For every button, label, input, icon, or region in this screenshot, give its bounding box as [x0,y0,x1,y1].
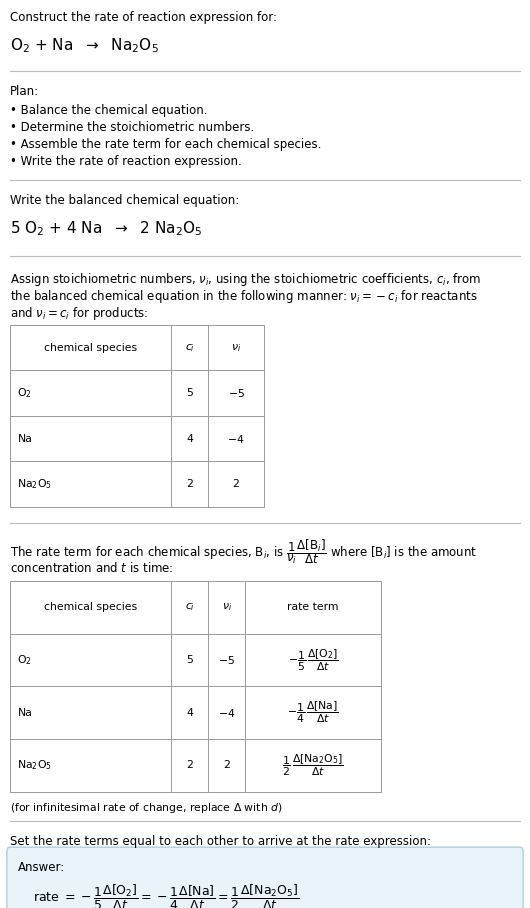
Text: the balanced chemical equation in the following manner: $\nu_i = -c_i$ for react: the balanced chemical equation in the fo… [10,288,477,305]
Text: 4: 4 [187,433,193,444]
Text: $\mathrm{Na_2O_5}$: $\mathrm{Na_2O_5}$ [17,758,52,773]
Text: Construct the rate of reaction expression for:: Construct the rate of reaction expressio… [10,11,277,24]
Text: • Balance the chemical equation.: • Balance the chemical equation. [10,104,207,116]
Text: 2: 2 [224,760,230,771]
FancyBboxPatch shape [7,847,523,908]
Text: Answer:: Answer: [17,861,65,873]
Text: and $\nu_i = c_i$ for products:: and $\nu_i = c_i$ for products: [10,305,148,322]
Text: 5 $\mathrm{O_2}$ + 4 Na  $\rightarrow$  2 $\mathrm{Na_2O_5}$: 5 $\mathrm{O_2}$ + 4 Na $\rightarrow$ 2 … [10,220,202,239]
Bar [10,325,264,507]
Text: (for infinitesimal rate of change, replace $\Delta$ with $d$): (for infinitesimal rate of change, repla… [10,801,282,814]
Text: $\mathrm{O_2}$: $\mathrm{O_2}$ [17,386,32,400]
Text: Set the rate terms equal to each other to arrive at the rate expression:: Set the rate terms equal to each other t… [10,835,430,848]
Text: $-4$: $-4$ [218,706,235,719]
Text: Write the balanced chemical equation:: Write the balanced chemical equation: [10,194,239,207]
Text: $-\dfrac{1}{4}\,\dfrac{\Delta[\mathrm{Na}]}{\Delta t}$: $-\dfrac{1}{4}\,\dfrac{\Delta[\mathrm{Na… [287,700,339,725]
Text: 5: 5 [187,655,193,666]
Text: $-\dfrac{1}{5}\,\dfrac{\Delta[\mathrm{O_2}]}{\Delta t}$: $-\dfrac{1}{5}\,\dfrac{\Delta[\mathrm{O_… [287,647,339,673]
Text: $\nu_i$: $\nu_i$ [222,602,232,613]
Text: $\mathrm{O_2}$ + Na  $\rightarrow$  $\mathrm{Na_2O_5}$: $\mathrm{O_2}$ + Na $\rightarrow$ $\math… [10,36,158,55]
Text: $-5$: $-5$ [227,387,245,400]
Text: 2: 2 [233,479,240,489]
Text: concentration and $t$ is time:: concentration and $t$ is time: [10,561,173,575]
Text: $c_i$: $c_i$ [185,342,195,353]
Text: $\nu_i$: $\nu_i$ [231,342,241,353]
Text: $-4$: $-4$ [227,432,245,445]
Text: The rate term for each chemical species, B$_i$, is $\dfrac{1}{\nu_i}\dfrac{\Delt: The rate term for each chemical species,… [10,538,477,567]
Text: Assign stoichiometric numbers, $\nu_i$, using the stoichiometric coefficients, $: Assign stoichiometric numbers, $\nu_i$, … [10,271,481,288]
Text: $\mathrm{O_2}$: $\mathrm{O_2}$ [17,653,32,667]
Bar [10,581,381,792]
Text: 4: 4 [187,707,193,718]
Text: Plan:: Plan: [10,85,39,98]
Text: chemical species: chemical species [44,602,137,613]
Text: $\dfrac{1}{2}\,\dfrac{\Delta[\mathrm{Na_2O_5}]}{\Delta t}$: $\dfrac{1}{2}\,\dfrac{\Delta[\mathrm{Na_… [282,753,344,778]
Text: $\mathrm{Na_2O_5}$: $\mathrm{Na_2O_5}$ [17,477,52,491]
Text: $c_i$: $c_i$ [185,602,195,613]
Text: Na: Na [17,433,32,444]
Text: rate term: rate term [287,602,339,613]
Text: • Determine the stoichiometric numbers.: • Determine the stoichiometric numbers. [10,121,254,133]
Text: 2: 2 [187,760,193,771]
Text: • Assemble the rate term for each chemical species.: • Assemble the rate term for each chemic… [10,138,321,151]
Text: • Write the rate of reaction expression.: • Write the rate of reaction expression. [10,155,241,168]
Text: 5: 5 [187,388,193,399]
Text: chemical species: chemical species [44,342,137,353]
Text: rate $= -\dfrac{1}{5}\dfrac{\Delta[\mathrm{O_2}]}{\Delta t} = -\dfrac{1}{4}\dfra: rate $= -\dfrac{1}{5}\dfrac{\Delta[\math… [33,883,300,908]
Text: 2: 2 [187,479,193,489]
Text: $-5$: $-5$ [218,654,235,666]
Text: Na: Na [17,707,32,718]
